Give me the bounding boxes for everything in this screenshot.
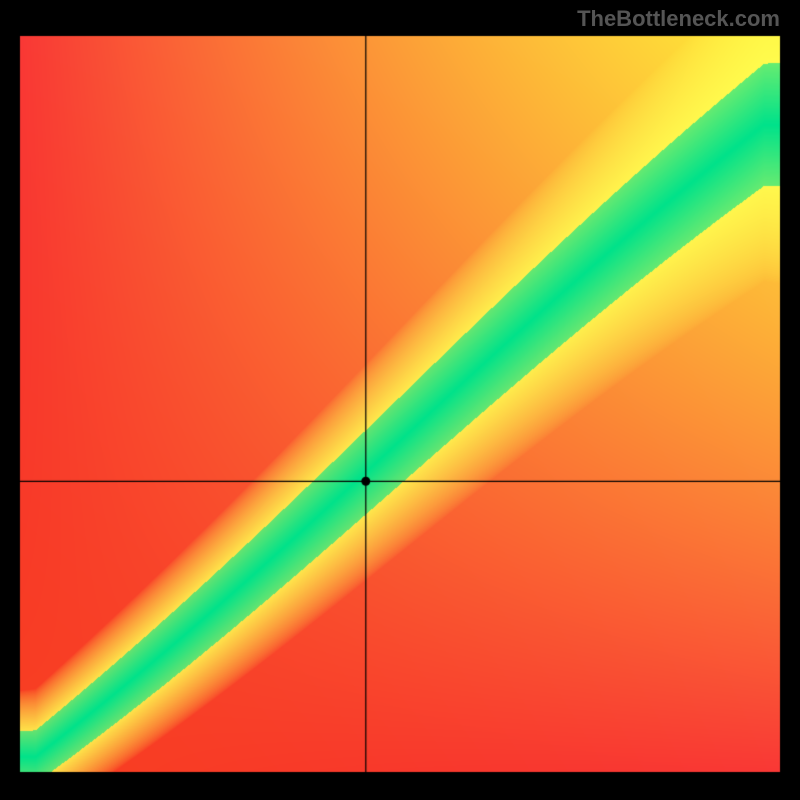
- bottleneck-heatmap: [0, 0, 800, 800]
- figure-container: TheBottleneck.com: [0, 0, 800, 800]
- watermark-label: TheBottleneck.com: [577, 6, 780, 32]
